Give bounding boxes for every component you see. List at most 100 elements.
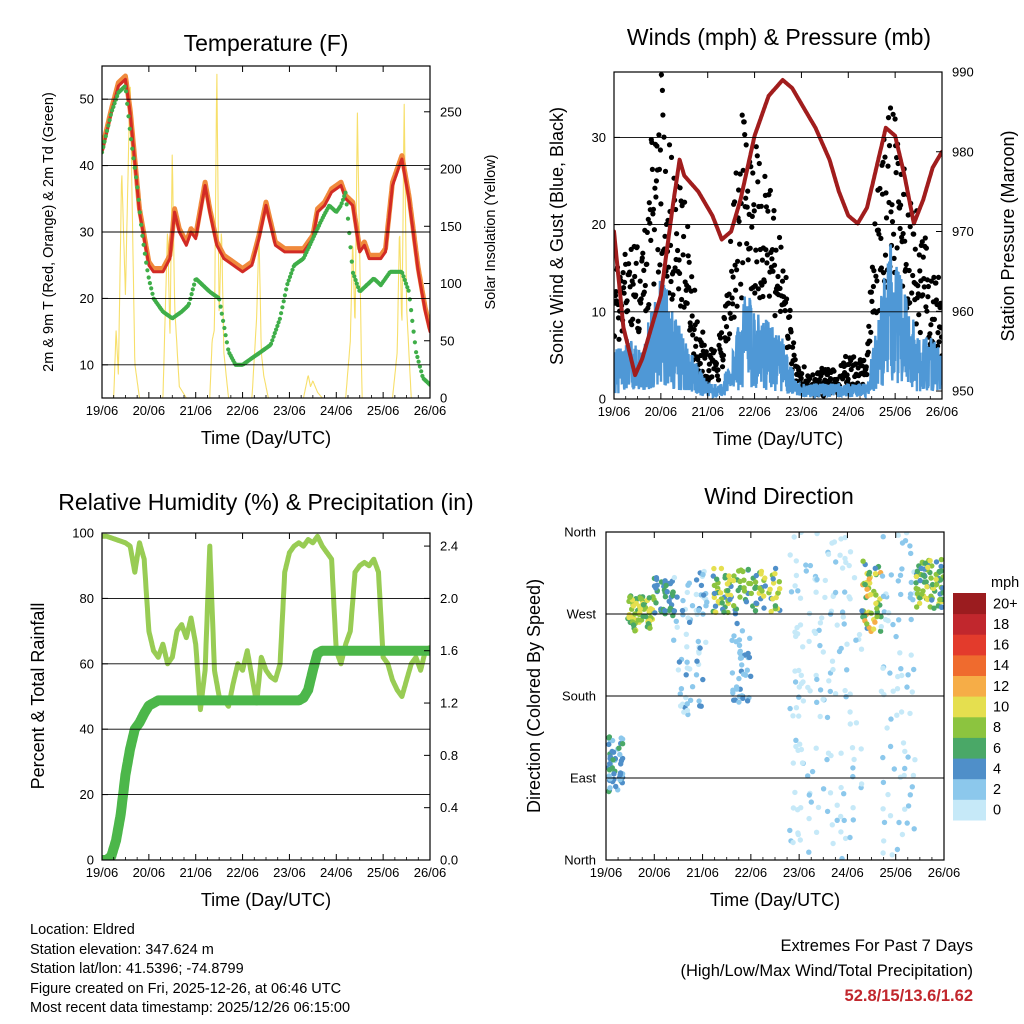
gust-point: [931, 274, 937, 280]
gust-point: [644, 229, 650, 235]
latest-text: Most recent data timestamp: 2025/12/26 0…: [30, 1000, 351, 1016]
direction-point: [914, 604, 920, 610]
direction-point: [880, 754, 886, 761]
direction-point: [662, 578, 668, 584]
direction-point: [937, 577, 944, 583]
direction-point: [747, 635, 753, 641]
direction-point: [898, 591, 904, 598]
gust-point: [654, 143, 660, 149]
dewpoint-point: [142, 251, 147, 256]
gust-point: [915, 283, 921, 289]
direction-point: [937, 596, 943, 603]
direction-point: [684, 701, 690, 707]
gust-point: [770, 215, 777, 221]
direction-point: [816, 627, 822, 633]
gust-point: [779, 278, 786, 284]
direction-point: [864, 621, 870, 627]
gust-point: [734, 267, 740, 273]
dewpoint-point: [270, 338, 275, 343]
direction-point: [761, 605, 767, 611]
direction-point: [923, 579, 929, 585]
gust-point: [743, 195, 749, 201]
direction-point: [800, 698, 807, 704]
direction-point: [829, 540, 835, 546]
direction-point: [703, 639, 709, 645]
direction-point: [673, 618, 679, 624]
gust-point: [770, 268, 776, 274]
x-tick-label: 20/06: [638, 865, 671, 880]
gust-point: [851, 354, 857, 360]
gust-point: [656, 132, 662, 138]
direction-point: [847, 709, 853, 715]
gust-point: [760, 293, 766, 300]
x-tick-label: 24/06: [832, 404, 865, 419]
colorbar-label: 6: [993, 741, 1001, 757]
direction-point: [893, 633, 899, 640]
direction-point: [867, 592, 874, 598]
gust-point: [672, 265, 678, 271]
direction-point: [753, 600, 759, 606]
direction-point: [824, 714, 831, 721]
gust-point: [719, 364, 726, 370]
direction-point: [748, 673, 754, 679]
dewpoint-point: [343, 190, 348, 195]
direction-point: [685, 711, 691, 718]
gust-point: [636, 326, 642, 332]
direction-point: [798, 672, 804, 678]
direction-point: [873, 592, 879, 598]
direction-point: [874, 613, 880, 620]
dewpoint-point: [287, 274, 293, 279]
direction-point: [729, 637, 735, 644]
direction-point: [847, 721, 853, 727]
gust-point: [670, 292, 676, 298]
gust-point: [632, 273, 638, 280]
direction-point: [611, 771, 617, 777]
direction-point: [910, 772, 917, 779]
direction-point: [868, 610, 874, 616]
gust-point: [767, 187, 774, 194]
direction-point: [797, 595, 804, 601]
colorbar-swatch: [953, 799, 986, 821]
direction-point: [918, 565, 924, 572]
direction-point: [626, 614, 632, 621]
direction-point: [684, 665, 690, 671]
gust-point: [923, 304, 929, 310]
direction-point: [842, 835, 849, 842]
y2-tick-label: 1.2: [440, 696, 458, 711]
direction-point: [676, 659, 683, 665]
direction-point: [933, 559, 940, 565]
direction-point: [790, 839, 796, 846]
direction-point: [847, 596, 853, 602]
dewpoint-point: [347, 230, 352, 236]
direction-point: [675, 667, 682, 673]
dewpoint-point: [402, 277, 407, 283]
y-tick-label: 30: [80, 225, 94, 240]
humidity-ylabel: Percent & Total Rainfall: [28, 603, 48, 790]
dewpoint-point: [276, 320, 281, 325]
gust-point: [691, 326, 697, 333]
dewpoint-point: [140, 233, 145, 238]
direction-point: [711, 594, 717, 601]
gust-point: [873, 273, 879, 279]
y2-tick-label: 0.4: [440, 800, 458, 815]
direction-point: [753, 572, 759, 579]
station-info: Location: Eldred Station elevation: 347.…: [30, 921, 350, 1019]
colorbar-label: 0: [993, 803, 1001, 819]
direction-point: [894, 712, 900, 718]
gust-point: [755, 286, 761, 292]
gust-point: [935, 330, 941, 336]
gust-point: [758, 203, 764, 209]
gust-point: [734, 303, 740, 309]
gust-point: [928, 278, 935, 284]
direction-point: [839, 565, 846, 571]
gust-point: [739, 295, 745, 301]
direction-point: [834, 802, 840, 808]
gust-point: [733, 170, 739, 176]
direction-point: [842, 687, 848, 694]
direction-point: [752, 585, 758, 591]
direction-point: [847, 834, 853, 841]
gust-point: [745, 188, 751, 194]
gust-point: [743, 142, 749, 148]
gust-point: [639, 255, 645, 261]
gust-point: [890, 111, 896, 117]
